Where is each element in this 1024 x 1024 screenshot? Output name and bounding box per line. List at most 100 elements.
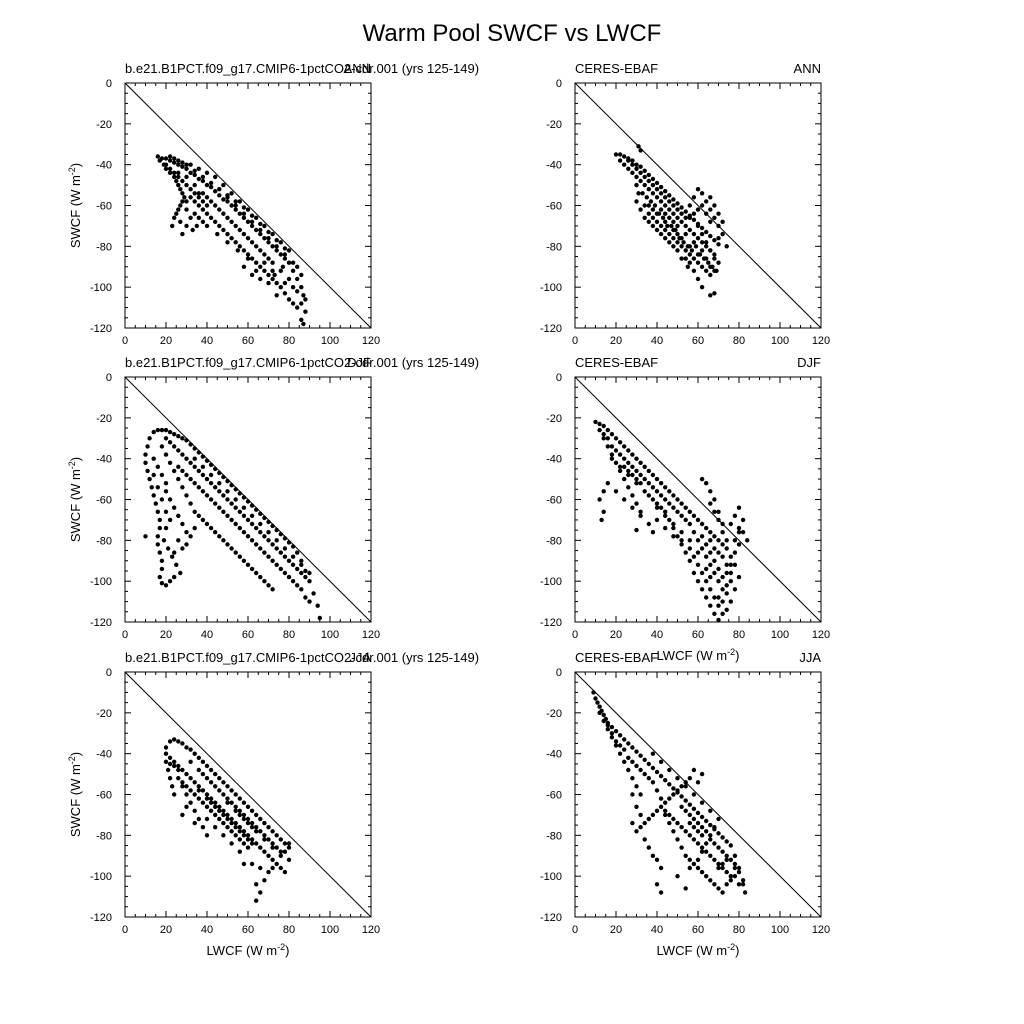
scatter-point	[200, 472, 206, 478]
scatter-point	[254, 829, 259, 834]
scatter-point	[675, 207, 680, 212]
scatter-point	[196, 767, 201, 773]
scatter-point	[274, 833, 279, 838]
scatter-point	[233, 820, 238, 826]
scatter-point	[229, 800, 234, 805]
scatter-point	[708, 562, 713, 567]
scatter-point	[290, 285, 296, 290]
scatter-point	[274, 248, 279, 253]
scatter-point	[724, 562, 729, 567]
scatter-point	[286, 248, 292, 253]
scatter-point	[708, 550, 713, 555]
scatter-point	[658, 796, 664, 801]
scatter-point	[646, 493, 651, 498]
scatter-point	[176, 538, 181, 543]
scatter-point	[622, 464, 627, 469]
scatter-point	[704, 566, 709, 572]
scatter-point	[699, 587, 705, 592]
scatter-point	[241, 812, 247, 818]
scatter-point	[630, 776, 635, 781]
x-tick-label: 20	[160, 924, 172, 936]
scatter-point	[307, 570, 312, 576]
scatter-point	[143, 460, 148, 465]
scatter-point	[274, 280, 279, 286]
scatter-point	[200, 219, 206, 224]
scatter-point	[249, 841, 255, 846]
scatter-point	[176, 182, 181, 188]
scatter-point	[303, 595, 308, 600]
scatter-point	[724, 546, 729, 551]
scatter-point	[704, 199, 709, 204]
x-axis-label-close: )	[285, 943, 289, 958]
scatter-point	[262, 236, 267, 241]
scatter-point	[204, 521, 210, 527]
scatter-point	[208, 767, 214, 773]
scatter-point	[654, 227, 660, 233]
scatter-point	[184, 530, 189, 535]
scatter-point	[147, 476, 152, 482]
scatter-point	[249, 538, 255, 543]
scatter-point	[208, 481, 214, 486]
scatter-point	[654, 195, 660, 200]
scatter-point	[270, 829, 275, 834]
scatter-point	[163, 583, 169, 588]
y-tick-label: -40	[546, 454, 562, 466]
scatter-point	[237, 837, 242, 842]
scatter-point	[617, 440, 623, 445]
scatter-point	[634, 182, 639, 188]
scatter-point	[176, 763, 181, 769]
y-tick-label: -100	[90, 576, 112, 588]
scatter-point	[208, 199, 214, 204]
scatter-point	[278, 550, 283, 555]
scatter-point	[274, 538, 279, 543]
scatter-point	[278, 285, 283, 290]
scatter-point	[634, 456, 639, 461]
one-to-one-line	[124, 82, 372, 329]
y-tick-label: 0	[556, 667, 562, 679]
scatter-point	[654, 476, 660, 482]
scatter-point	[663, 497, 668, 502]
scatter-point	[658, 759, 664, 764]
scatter-point	[691, 530, 697, 535]
scatter-point	[200, 207, 206, 212]
scatter-point	[266, 825, 271, 830]
scatter-point	[167, 170, 173, 175]
scatter-point	[699, 825, 705, 830]
scatter-point	[217, 481, 222, 486]
scatter-point	[646, 481, 651, 486]
scatter-point	[282, 849, 288, 854]
scatter-point	[170, 554, 175, 559]
scatter-point	[683, 215, 688, 220]
scatter-point	[200, 800, 206, 805]
scatter-point	[716, 260, 721, 265]
scatter-point	[675, 820, 680, 826]
scatter-point	[295, 566, 300, 572]
scatter-point	[229, 841, 234, 846]
scatter-point	[184, 804, 189, 809]
scatter-point	[630, 472, 635, 478]
scatter-point	[622, 444, 627, 449]
scatter-point	[634, 784, 639, 789]
scatter-point	[274, 546, 279, 551]
scatter-point	[188, 747, 193, 752]
scatter-point	[716, 603, 721, 608]
scatter-point	[167, 166, 173, 171]
scatter-point	[225, 800, 230, 805]
scatter-point	[687, 776, 692, 781]
scatter-point	[708, 574, 713, 580]
scatter-point	[667, 193, 672, 198]
scatter-point	[658, 493, 664, 498]
scatter-point	[217, 470, 222, 476]
scatter-point	[658, 191, 664, 196]
scatter-point	[638, 481, 643, 486]
scatter-point	[208, 780, 214, 785]
scatter-point	[184, 174, 189, 180]
scatter-point	[188, 187, 193, 192]
scatter-point	[188, 800, 193, 805]
scatter-point	[225, 231, 230, 237]
scatter-point	[716, 242, 721, 247]
scatter-point	[241, 800, 247, 805]
scatter-point	[675, 837, 680, 842]
scatter-point	[609, 735, 615, 740]
scatter-point	[213, 501, 218, 506]
